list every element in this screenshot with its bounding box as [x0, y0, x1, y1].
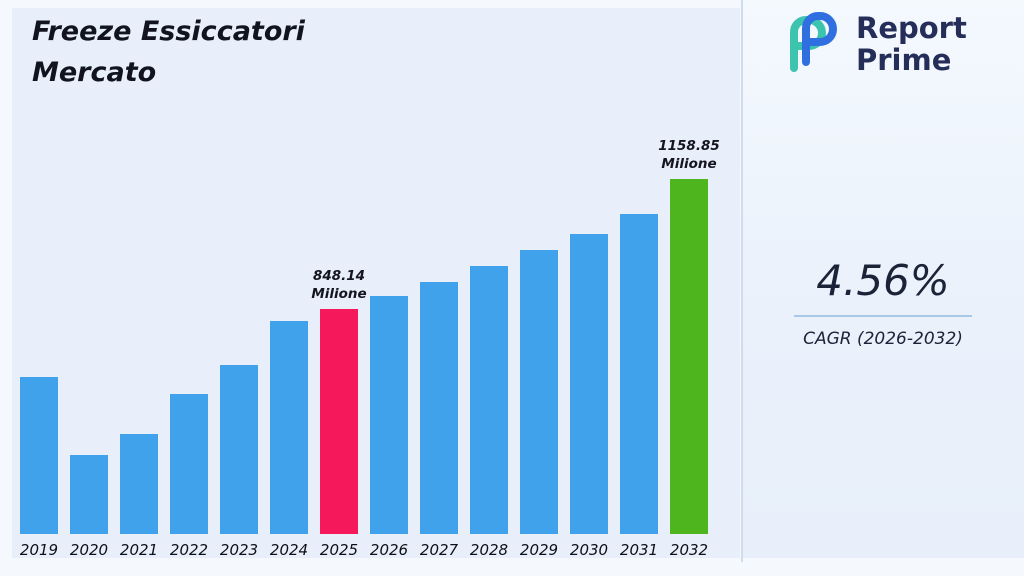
brand-logo: Report Prime: [780, 12, 967, 77]
bar-value-label-2032: 1158.85 Milione: [658, 137, 720, 172]
brand-name-line2: Prime: [856, 43, 952, 78]
cagr-block: 4.56% CAGR (2026-2032): [758, 256, 1008, 349]
brand-name-line1: Report: [856, 11, 967, 45]
bar-chart: 2019 2020 2021 2022 2023 2024 848.14 Milione 202…: [20, 138, 720, 560]
x-axis-label-2026: 2026: [369, 541, 409, 559]
x-axis-label-2022: 2022: [169, 541, 209, 559]
chart-title-line2: Mercato: [32, 56, 157, 88]
bar-2032: [670, 179, 708, 534]
cagr-label: CAGR (2026-2032): [803, 329, 963, 349]
bar-2029: [520, 249, 558, 534]
bar-2030: [570, 234, 608, 534]
bar-column-2027: 2027: [420, 178, 458, 560]
bar-value-label-2025: 848.14 Milione: [311, 267, 367, 302]
bar-2021: [120, 433, 158, 534]
x-axis-label-2029: 2029: [519, 541, 559, 559]
x-axis-label-2025: 2025: [319, 541, 359, 559]
bar-2027: [420, 282, 458, 534]
x-axis-label-2030: 2030: [569, 541, 609, 559]
bar-column-2023: 2023: [220, 178, 258, 560]
cagr-underline: [794, 315, 972, 317]
report-prime-icon: [780, 12, 846, 76]
cagr-value: 4.56%: [816, 256, 950, 305]
x-axis-label-2032: 2032: [669, 541, 709, 559]
bar-column-2021: 2021: [120, 178, 158, 560]
x-axis-label-2020: 2020: [69, 541, 109, 559]
bar-column-2019: 2019: [20, 178, 58, 560]
panel-divider: [741, 0, 743, 562]
x-axis-label-2027: 2027: [419, 541, 459, 559]
bar-column-2029: 2029: [520, 178, 558, 560]
bar-2023: [220, 364, 258, 534]
chart-title: Freeze Essiccatori Mercato: [32, 12, 305, 93]
bar-2028: [470, 266, 508, 534]
bar-2031: [620, 214, 658, 534]
bar-2025: [320, 309, 358, 534]
bar-column-2022: 2022: [170, 178, 208, 560]
bar-2024: [270, 320, 308, 534]
x-axis-label-2024: 2024: [269, 541, 309, 559]
bar-2022: [170, 394, 208, 534]
brand-name: Report Prime: [856, 12, 967, 77]
bar-column-2032: 1158.85 Milione 2032: [658, 138, 720, 560]
bar-column-2025: 848.14 Milione 2025: [311, 178, 366, 560]
bar-column-2026: 2026: [370, 178, 408, 560]
x-axis-label-2031: 2031: [619, 541, 659, 559]
x-axis-label-2019: 2019: [19, 541, 59, 559]
bar-column-2028: 2028: [470, 178, 508, 560]
bar-column-2030: 2030: [570, 178, 608, 560]
x-axis-label-2021: 2021: [119, 541, 159, 559]
x-axis-label-2028: 2028: [469, 541, 509, 559]
bar-column-2024: 2024: [270, 178, 308, 560]
x-axis-label-2023: 2023: [219, 541, 259, 559]
bar-column-2031: 2031: [620, 178, 658, 560]
chart-title-line1: Freeze Essiccatori: [32, 16, 305, 47]
bar-column-2020: 2020: [70, 178, 108, 560]
right-panel-background: [743, 0, 1024, 558]
bar-2020: [70, 454, 108, 534]
bar-2026: [370, 295, 408, 534]
bar-2019: [20, 377, 58, 534]
